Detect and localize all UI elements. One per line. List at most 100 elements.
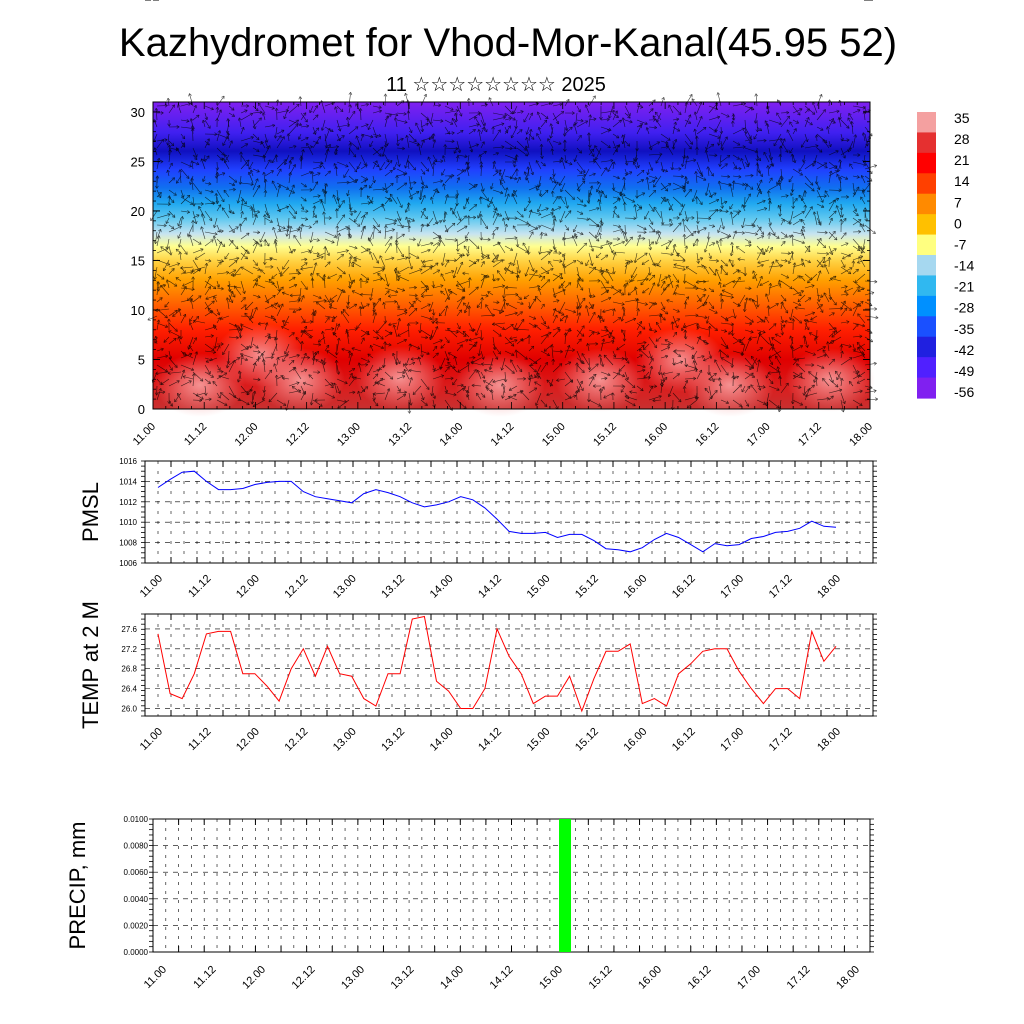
- heatmap-y-tick-label: 25: [131, 154, 145, 169]
- heatmap-y-tick-label: 0: [138, 402, 145, 417]
- colorbar-segment: [917, 249, 936, 256]
- x-tick-label: 15.00: [525, 573, 553, 601]
- heatmap-y-tick-label: 10: [131, 303, 145, 318]
- y-tick-label: 0.0080: [124, 842, 149, 851]
- x-tick-label: 12.12: [282, 726, 310, 754]
- colorbar-label: -7: [954, 236, 967, 252]
- temp-2m-panel: 27.6 27.2 26.8 26.4 26.0 11.00 11.12 12.00 12.12…: [78, 0, 877, 754]
- x-tick-label: 17.00: [718, 573, 746, 601]
- y-axis-title: TEMP at 2 M: [78, 601, 103, 729]
- x-tick-label: 17.12: [785, 964, 813, 992]
- y-tick-label: 1008: [119, 539, 137, 548]
- colorbar-segment: [917, 336, 936, 343]
- heatmap-x-tick-label: 12.12: [284, 421, 312, 449]
- heatmap-x-tick-label: 15.12: [591, 421, 619, 449]
- colorbar-segment: [917, 152, 936, 159]
- colorbar-label: -28: [954, 300, 974, 316]
- x-tick-label: 17.00: [718, 726, 746, 754]
- colorbar-segment: [917, 219, 936, 225]
- x-tick-label: 13.12: [379, 726, 407, 754]
- data-line: [157, 470, 837, 553]
- temperature-wind-panel: 0 5 10 15 20 25 30 11.00 11.12 12.00 12.12 13.00 13.…: [131, 92, 879, 449]
- colorbar-label: 7: [954, 194, 962, 210]
- heatmap-x-tick-label: 11.00: [131, 421, 158, 448]
- x-tick-label: 11.00: [142, 964, 169, 991]
- heatmap-y-tick-label: 30: [131, 105, 145, 120]
- colorbar-segment: [917, 275, 936, 282]
- x-tick-label: 13.00: [331, 726, 359, 754]
- heatmap-x-tick-label: 11.12: [182, 421, 209, 448]
- colorbar-segment: [917, 326, 936, 333]
- colorbar-segment: [917, 311, 936, 317]
- colorbar-segment: [917, 234, 936, 241]
- colorbar-segment: [917, 137, 936, 144]
- colorbar-segment: [917, 346, 936, 353]
- colorbar-label: 14: [954, 173, 970, 189]
- colorbar-segment: [917, 173, 936, 179]
- colorbar-segment: [917, 387, 936, 394]
- heatmap-x-tick-label: 16.12: [694, 421, 722, 449]
- x-tick-label: 14.12: [476, 573, 504, 601]
- colorbar-segment: [917, 341, 936, 348]
- x-tick-label: 12.12: [290, 964, 318, 992]
- x-tick-label: 12.00: [234, 573, 262, 601]
- colorbar: 35 28 21 14 7 0 -7 -14 -21 -28 -35 -42 -49 -56: [917, 110, 974, 400]
- y-tick-label: 27.6: [121, 625, 137, 634]
- precip-bar: [559, 819, 572, 952]
- x-tick-label: 13.12: [379, 573, 407, 601]
- heatmap-y-tick-label: 20: [131, 204, 145, 219]
- heatmap-x-tick-label: 12.00: [233, 421, 261, 449]
- x-tick-label: 16.12: [670, 726, 698, 754]
- x-tick-label: 14.00: [428, 726, 456, 754]
- colorbar-segment: [917, 142, 936, 149]
- colorbar-segment: [917, 265, 936, 271]
- y-tick-label: 0.0040: [124, 895, 149, 904]
- colorbar-segment: [917, 188, 936, 195]
- heatmap-x-tick-label: 18.00: [847, 421, 875, 449]
- colorbar-segment: [917, 300, 936, 307]
- x-tick-label: 12.00: [234, 726, 262, 754]
- x-tick-label: 13.12: [389, 964, 417, 992]
- colorbar-label: 28: [954, 131, 970, 147]
- x-tick-label: 17.00: [735, 964, 763, 992]
- colorbar-segment: [917, 183, 936, 190]
- colorbar-segment: [917, 224, 936, 231]
- colorbar-segment: [917, 367, 936, 374]
- x-tick-label: 16.12: [686, 964, 714, 992]
- x-tick-label: 17.12: [767, 573, 795, 601]
- colorbar-label: -49: [954, 363, 974, 379]
- colorbar-segment: [917, 229, 936, 236]
- x-tick-label: 15.12: [573, 726, 601, 754]
- x-tick-label: 11.12: [186, 573, 213, 600]
- heatmap-warm-cell: [215, 323, 305, 387]
- x-tick-label: 11.12: [186, 726, 213, 753]
- x-tick-label: 13.00: [331, 573, 359, 601]
- colorbar-segment: [917, 178, 936, 185]
- data-line: [157, 615, 837, 713]
- heatmap-x-tick-label: 17.12: [796, 421, 824, 449]
- x-tick-label: 14.00: [438, 964, 466, 992]
- colorbar-label: -14: [954, 258, 974, 274]
- x-tick-label: 13.00: [339, 964, 367, 992]
- colorbar-segment: [917, 352, 936, 358]
- colorbar-label: -42: [954, 342, 974, 358]
- colorbar-label: -35: [954, 321, 974, 337]
- figure-subtitle: 11 ☆☆☆☆☆☆☆☆ 2025: [386, 74, 606, 96]
- colorbar-segment: [917, 316, 936, 322]
- colorbar-segment: [917, 255, 936, 261]
- colorbar-segment: [917, 280, 936, 287]
- x-tick-label: 16.00: [636, 964, 664, 992]
- colorbar-segment: [917, 244, 936, 251]
- colorbar-segment: [917, 362, 936, 368]
- colorbar-segment: [917, 295, 936, 302]
- y-tick-label: 0.0100: [124, 815, 149, 824]
- y-tick-label: 26.8: [121, 665, 137, 674]
- colorbar-segment: [917, 260, 936, 266]
- figure-title: Kazhydromet for Vhod-Mor-Kanal(45.95 52): [119, 21, 897, 65]
- x-tick-label: 18.00: [815, 573, 843, 601]
- heatmap-x-tick-label: 15.00: [540, 421, 568, 449]
- y-tick-label: 0.0020: [124, 921, 149, 930]
- y-tick-label: 26.0: [121, 705, 137, 714]
- x-tick-label: 14.12: [488, 964, 516, 992]
